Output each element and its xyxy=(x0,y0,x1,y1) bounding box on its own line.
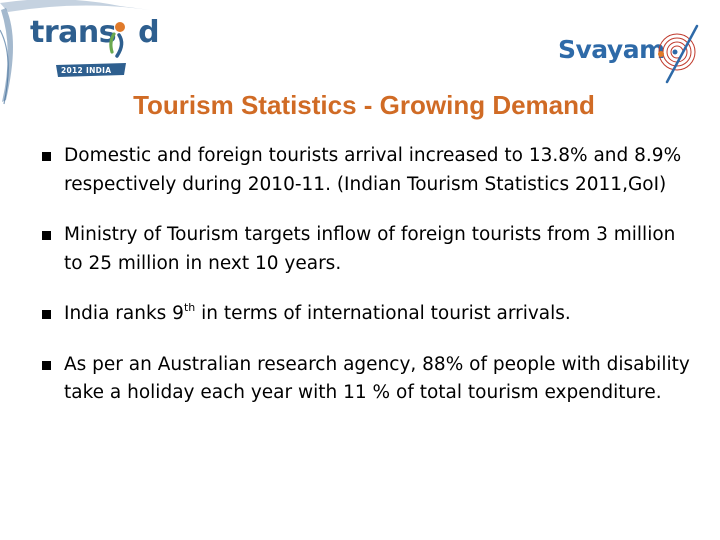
bullet-text-after: in terms of international tourist arriva… xyxy=(195,303,571,324)
bullet-item: India ranks 9th in terms of internationa… xyxy=(42,300,692,329)
bullet-text: Domestic and foreign tourists arrival in… xyxy=(64,145,682,195)
transed-logo: trans d 2012 INDIA xyxy=(0,0,180,110)
bullet-square-icon xyxy=(42,231,51,240)
bullet-list: Domestic and foreign tourists arrival in… xyxy=(42,142,692,408)
svayam-wordmark: Svayam xyxy=(558,35,665,64)
bullet-text-before: India ranks 9 xyxy=(64,303,184,324)
svayam-logo: Svayam xyxy=(553,18,703,88)
bullet-square-icon xyxy=(42,310,51,319)
transed-wordmark: trans d xyxy=(30,15,160,50)
slide-title: Tourism Statistics - Growing Demand xyxy=(133,90,595,120)
transed-tagline: 2012 INDIA xyxy=(61,66,112,75)
transed-brand-right: d xyxy=(138,15,160,50)
svayam-spiral-icon xyxy=(658,24,699,84)
bullet-item: Ministry of Tourism targets inflow of fo… xyxy=(42,221,692,278)
bullet-text: Ministry of Tourism targets inflow of fo… xyxy=(64,224,676,274)
transed-brand-left: trans xyxy=(30,15,117,50)
bullet-superscript: th xyxy=(183,300,196,314)
bullet-text: As per an Australian research agency, 88… xyxy=(64,353,690,404)
bullet-item: Domestic and foreign tourists arrival in… xyxy=(42,142,692,199)
tagline-band xyxy=(56,63,126,77)
logo-swoosh-icon xyxy=(0,0,150,105)
transed-emblem-icon xyxy=(109,22,125,58)
bullet-square-icon xyxy=(42,152,51,161)
bullet-square-icon xyxy=(42,360,51,370)
bullet-item: As per an Australian research agency, 88… xyxy=(42,351,692,408)
